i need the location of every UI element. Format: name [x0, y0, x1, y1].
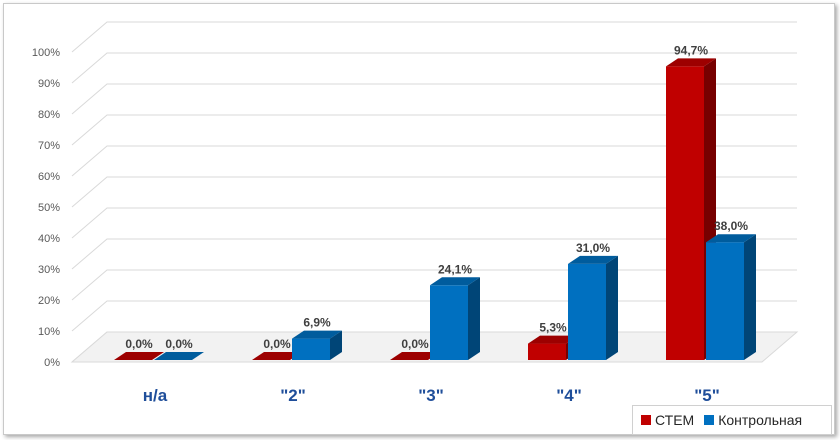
category-label: н/а [143, 386, 168, 405]
data-label: 6,9% [303, 316, 331, 330]
y-tick-label: 30% [38, 264, 60, 276]
legend-label-control: Контрольная [718, 412, 803, 428]
data-label: 24,1% [438, 262, 472, 276]
category-label: "4" [556, 386, 582, 405]
data-label: 38,0% [714, 219, 748, 233]
legend-swatch-stem [641, 415, 651, 425]
legend: СТЕМ Контрольная [632, 405, 832, 435]
gridline [71, 300, 797, 332]
gridline [71, 207, 797, 239]
y-tick-label: 60% [38, 171, 60, 183]
data-label: 31,0% [576, 241, 610, 255]
y-tick-label: 80% [38, 109, 60, 121]
bar-top [292, 330, 342, 339]
data-label: 94,7% [674, 43, 708, 57]
bar-top [154, 352, 204, 360]
y-tick-label: 90% [38, 78, 60, 90]
y-tick-label: 40% [38, 233, 60, 245]
y-tick-label: 100% [32, 47, 60, 59]
bar-top [114, 352, 164, 360]
gridline [71, 114, 797, 146]
bar-top [528, 335, 578, 344]
data-label: 0,0% [263, 337, 291, 351]
data-label: 0,0% [125, 337, 153, 351]
data-label: 0,0% [165, 337, 193, 351]
legend-swatch-control [704, 415, 715, 425]
data-label: 5,3% [539, 321, 567, 335]
bar-top [252, 352, 302, 360]
data-label: 0,0% [401, 337, 429, 351]
bar-chart: 0% 10% 20% 30% 40% 50% 60% 70% 80% 90% 100% 0,0% 0,0… [32, 21, 799, 405]
gridline [71, 21, 797, 53]
bar-top [666, 58, 716, 67]
legend-item-stem: СТЕМ [641, 412, 694, 428]
bar-top [390, 352, 440, 360]
bar [706, 242, 744, 360]
bar-side [606, 255, 618, 360]
y-tick-label: 70% [38, 140, 60, 152]
legend-label-stem: СТЕМ [655, 412, 695, 428]
bar [666, 66, 704, 361]
bar-side [330, 330, 342, 360]
bar [568, 263, 606, 360]
category-label: "3" [418, 386, 444, 405]
bar [528, 343, 566, 360]
gridline [71, 176, 797, 208]
bar-top [568, 255, 618, 264]
bar-side [468, 277, 480, 360]
y-tick-label: 0% [44, 357, 60, 369]
bar-side [744, 234, 756, 360]
category-label: "5" [694, 386, 720, 405]
legend-item-control: Контрольная [704, 412, 802, 428]
gridline [71, 52, 797, 84]
gridline [71, 269, 797, 301]
gridline [71, 83, 797, 115]
chart-frame: 0% 10% 20% 30% 40% 50% 60% 70% 80% 90% 100% 0,0% 0,0… [3, 3, 835, 435]
y-tick-label: 50% [38, 202, 60, 214]
y-tick-label: 20% [38, 295, 60, 307]
bar [430, 285, 468, 360]
category-label: "2" [280, 386, 306, 405]
gridline [71, 238, 797, 270]
y-tick-label: 10% [38, 326, 60, 338]
bar-top [706, 234, 756, 243]
bar-top [430, 277, 480, 286]
gridline [71, 145, 797, 177]
bar [292, 338, 330, 360]
